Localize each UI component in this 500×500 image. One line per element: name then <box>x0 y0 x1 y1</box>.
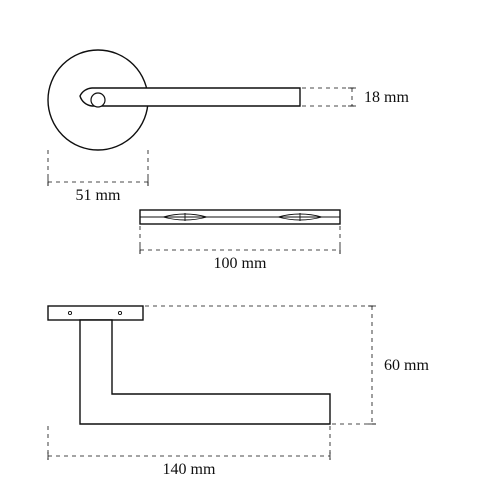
side-view: 60 mm 140 mm <box>48 306 429 478</box>
dim-51mm: 51 mm <box>48 150 148 204</box>
side-plate <box>48 306 143 320</box>
dim-18mm: 18 mm <box>302 88 409 106</box>
dim-100mm: 100 mm <box>140 226 340 272</box>
top-view: 100 mm <box>140 210 340 272</box>
dim-label-60: 60 mm <box>384 357 429 374</box>
rose-center <box>91 93 105 107</box>
dim-label-18: 18 mm <box>364 89 409 106</box>
dim-140mm: 140 mm <box>48 426 330 478</box>
front-view: 51 mm 18 mm <box>48 50 409 204</box>
dim-label-51: 51 mm <box>76 187 121 204</box>
dim-label-100: 100 mm <box>214 255 267 272</box>
dim-label-140: 140 mm <box>163 461 216 478</box>
lever-front <box>80 88 300 106</box>
lever-side <box>80 320 330 424</box>
technical-drawing: :root { --stroke: #0f0f0f; --bg: #ffffff… <box>0 0 500 500</box>
